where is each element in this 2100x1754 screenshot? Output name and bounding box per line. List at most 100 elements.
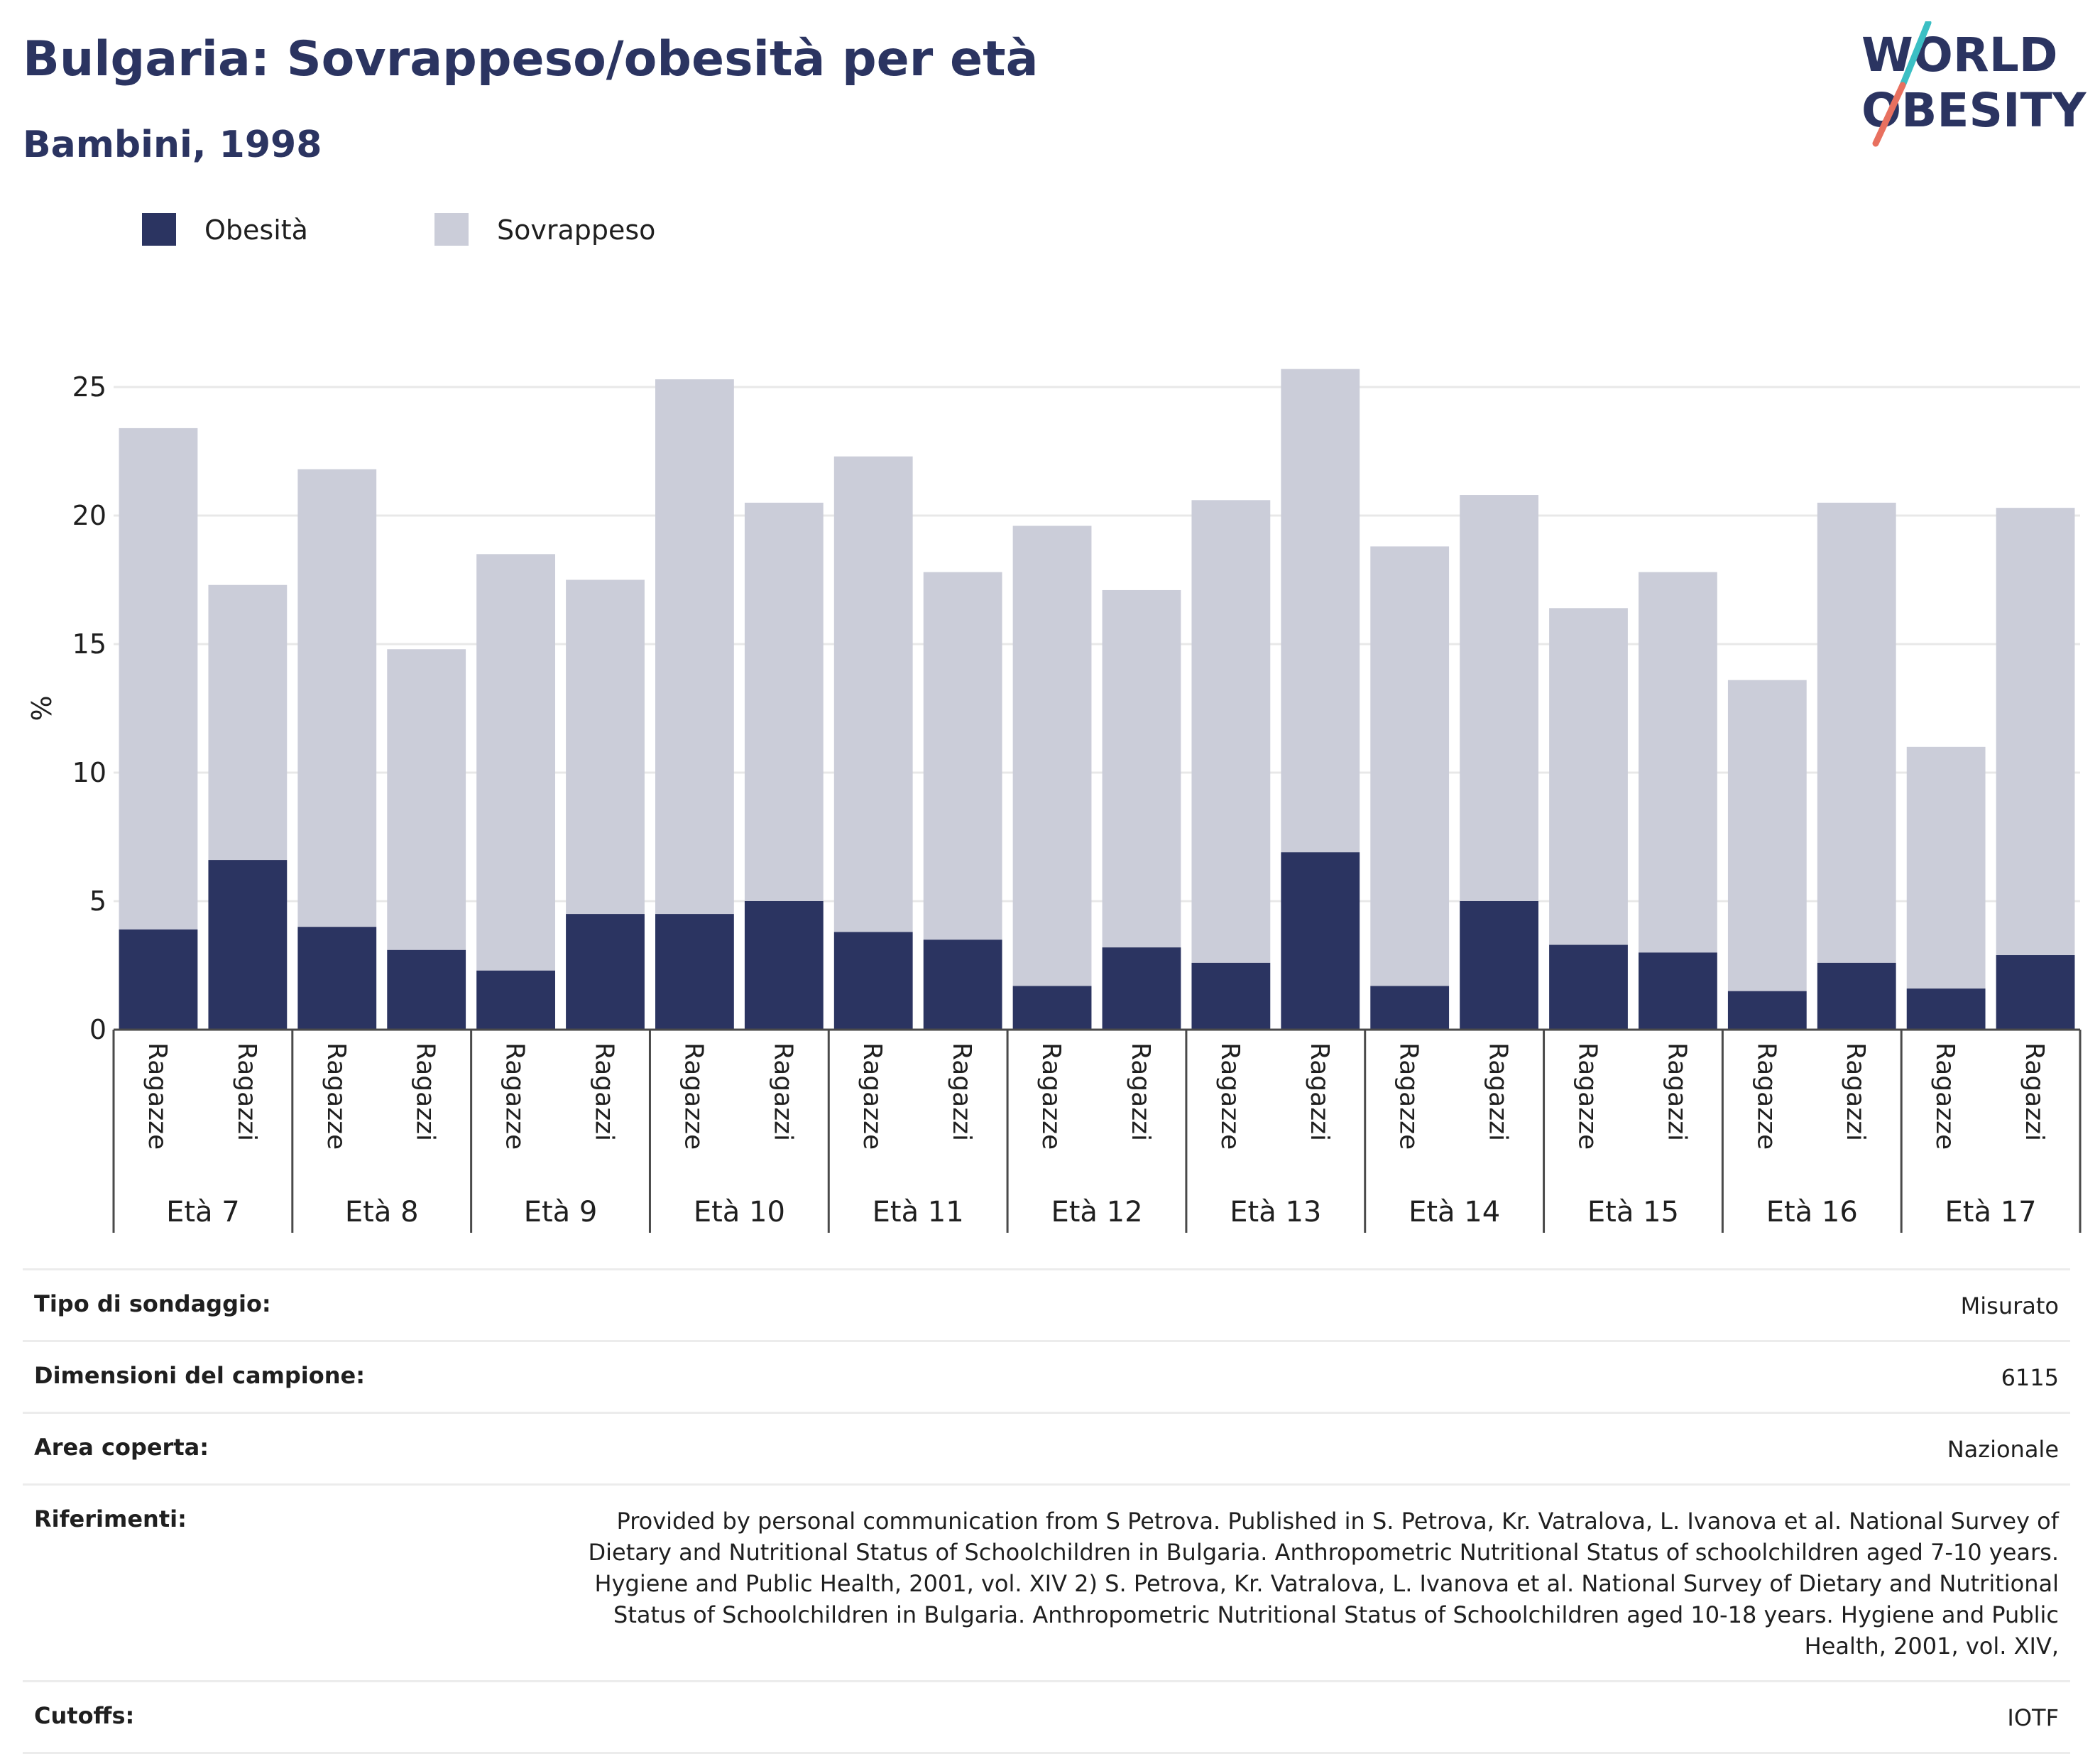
bar-sovrappeso [1370,546,1450,986]
x-age-label: Età 11 [873,1196,964,1229]
bar-sovrappeso [744,502,824,901]
bar-sovrappeso [476,554,555,971]
x-gender-label: Ragazze [858,1042,887,1150]
bar-sovrappeso [923,572,1002,940]
x-age-label: Età 15 [1587,1196,1679,1229]
x-gender-label: Ragazze [1573,1042,1602,1150]
y-tick-label: 20 [72,500,106,531]
bar-obesita [744,901,824,1030]
info-row-sample-size: Dimensioni del campione: 6115 [23,1340,2070,1412]
bar-obesita [655,914,734,1030]
logo-slash-bottom [1872,82,1906,147]
x-age-label: Età 8 [345,1196,419,1229]
legend-label-obesita: Obesità [204,214,308,246]
bar-obesita [1727,991,1807,1030]
bar-obesita [1906,988,1986,1030]
info-label: Cutoffs: [34,1702,135,1729]
x-age-label: Età 7 [166,1196,240,1229]
x-gender-label: Ragazzi [590,1042,619,1141]
info-value: Provided by personal communication from … [588,1508,2060,1660]
x-gender-label: Ragazze [1751,1042,1781,1150]
bar-obesita [833,932,913,1030]
x-gender-label: Ragazze [1215,1042,1245,1150]
bar-sovrappeso [1191,500,1271,963]
x-gender-label: Ragazzi [1484,1042,1513,1141]
info-row-references: Riferimenti: Provided by personal commun… [23,1483,2070,1680]
bar-sovrappeso [655,379,734,915]
y-tick-label: 25 [72,371,106,403]
bar-obesita [387,949,466,1030]
bar-sovrappeso [1996,508,2075,956]
x-age-label: Età 9 [524,1196,598,1229]
x-gender-label: Ragazzi [2020,1042,2049,1141]
x-age-label: Età 10 [694,1196,785,1229]
bar-obesita [1817,962,1896,1030]
bar-obesita [923,939,1002,1030]
info-row-survey-type: Tipo di sondaggio: Misurato [23,1268,2070,1340]
bar-sovrappeso [1639,572,1717,953]
bar-obesita [1996,955,2075,1030]
x-gender-label: Ragazze [143,1042,172,1150]
x-gender-label: Ragazzi [232,1042,261,1141]
x-age-label: Età 14 [1409,1196,1500,1229]
info-label: Riferimenti: [34,1505,187,1532]
bar-sovrappeso [1281,369,1360,853]
x-age-label: Età 17 [1945,1196,2037,1229]
info-label: Tipo di sondaggio: [34,1290,271,1317]
info-table: Tipo di sondaggio: Misurato Dimensioni d… [23,1268,2070,1754]
bar-sovrappeso [387,649,466,950]
x-gender-label: Ragazzi [411,1042,440,1141]
x-gender-label: Ragazze [1930,1042,1959,1150]
bar-obesita [1281,852,1360,1030]
bar-sovrappeso [1727,680,1807,991]
info-value: Nazionale [1947,1436,2059,1463]
y-tick-label: 5 [89,886,106,917]
bar-obesita [208,860,288,1030]
bar-obesita [1102,947,1181,1030]
x-gender-label: Ragazze [1037,1042,1066,1150]
x-gender-label: Ragazze [1394,1042,1423,1150]
info-row-area: Area coperta: Nazionale [23,1412,2070,1483]
bar-obesita [297,927,377,1030]
info-value: 6115 [2001,1364,2059,1391]
legend-swatch-obesita [142,213,176,246]
bar-sovrappeso [1549,608,1628,945]
bar-sovrappeso [833,456,913,932]
x-gender-label: Ragazzi [1305,1042,1334,1141]
bar-obesita [1549,944,1628,1030]
x-gender-label: Ragazzi [1841,1042,1870,1141]
bar-obesita [1012,986,1092,1030]
logo-line1: WORLD [1861,28,2058,82]
chart-title: Bulgaria: Sovrappeso/obesità per età [23,31,1039,87]
info-label: Dimensioni del campione: [34,1362,366,1389]
x-age-label: Età 12 [1051,1196,1142,1229]
y-tick-label: 15 [72,628,106,660]
bar-obesita [1191,962,1271,1030]
stacked-bar-chart: % 0 5 10 15 20 25 Ragazze Ragazzi Ragazze Ragazzi… [26,369,2082,1233]
legend-label-sovrappeso: Sovrappeso [497,214,656,246]
y-axis-title: % [26,695,58,721]
bar-obesita [1639,952,1717,1030]
info-label: Area coperta: [34,1434,209,1461]
y-tick-label: 10 [72,757,106,788]
bar-obesita [1460,901,1538,1030]
bar-sovrappeso [208,584,288,861]
bar-obesita [1370,986,1450,1030]
bar-sovrappeso [1102,589,1181,948]
x-gender-label: Ragazze [322,1042,351,1150]
bar-obesita [119,929,198,1030]
bar-obesita [476,970,555,1030]
bar-obesita [566,914,645,1030]
info-value: Misurato [1960,1292,2059,1319]
bar-sovrappeso [566,579,645,915]
x-gender-label: Ragazze [501,1042,530,1150]
bar-sovrappeso [1012,525,1092,986]
bar-sovrappeso [119,427,198,930]
x-age-label: Età 16 [1766,1196,1858,1229]
x-gender-label: Ragazze [679,1042,708,1150]
x-gender-label: Ragazzi [768,1042,797,1141]
chart-subtitle: Bambini, 1998 [23,124,322,166]
logo-slash-top [1899,21,1932,89]
bar-sovrappeso [1817,502,1896,963]
world-obesity-logo: WORLD OBESITY [1861,21,2087,147]
